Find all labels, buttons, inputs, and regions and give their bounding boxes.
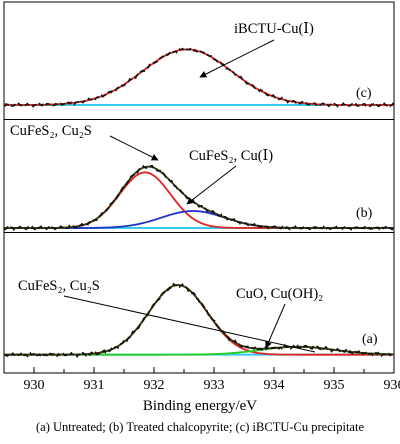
- x-tick-label-930: 930: [24, 378, 45, 393]
- measured-spectrum-a: [3, 282, 395, 359]
- fit-peak-a-1: [4, 284, 394, 356]
- fit-peak-b-1: [4, 171, 394, 229]
- fit-peak-c-1: [4, 48, 394, 106]
- x-tick-label-931: 931: [84, 378, 105, 393]
- annotation-label-a-2: CuO, Cu(OH)₂: [236, 286, 323, 302]
- x-axis-label: Binding energy/eV: [143, 398, 257, 414]
- annotation-pointer-c-1: [199, 39, 275, 78]
- panel-label-a: (a): [362, 332, 378, 347]
- x-tick-label-933: 933: [204, 378, 225, 393]
- measured-spectrum-b: [3, 164, 395, 231]
- fit-envelope-b: [4, 165, 394, 229]
- annotation-label-c-1: iBCTU-Cu(Ⅰ): [234, 21, 314, 37]
- x-tick-label-932: 932: [144, 378, 165, 393]
- x-tick-label-936: 936: [384, 378, 400, 393]
- curve-layer: [3, 47, 395, 359]
- annotation-pointer-b-1: [109, 135, 159, 161]
- annotation-pointer-a-1: [63, 295, 316, 353]
- x-axis-ticks: 930 931 932 933 934 935 936: [24, 367, 400, 393]
- annotation-pointer-a-2: [265, 303, 286, 349]
- annotation-layer: (a) CuFeS₂, Cu₂S CuO, Cu(OH)₂ (b) CuFeS₂, Cu…: [10, 21, 378, 353]
- panel-label-c: (c): [356, 86, 372, 101]
- fit-envelope-a: [4, 284, 395, 356]
- x-tick-label-934: 934: [264, 378, 285, 393]
- annotation-pointer-b-2: [186, 165, 237, 205]
- panel-label-b: (b): [356, 206, 373, 221]
- measured-spectrum-c: [3, 47, 395, 108]
- annotation-label-b-2: CuFeS₂, Cu(Ⅰ): [189, 148, 273, 164]
- x-tick-label-935: 935: [324, 378, 345, 393]
- annotation-label-b-1: CuFeS₂, Cu₂S: [10, 123, 92, 139]
- plot-frame: [3, 1, 395, 374]
- fit-peak-b-2: [4, 210, 394, 229]
- figure-caption: (a) Untreated; (b) Treated chalcopyrite;…: [35, 420, 364, 434]
- annotation-label-a-1: CuFeS₂, Cu₂S: [18, 278, 100, 294]
